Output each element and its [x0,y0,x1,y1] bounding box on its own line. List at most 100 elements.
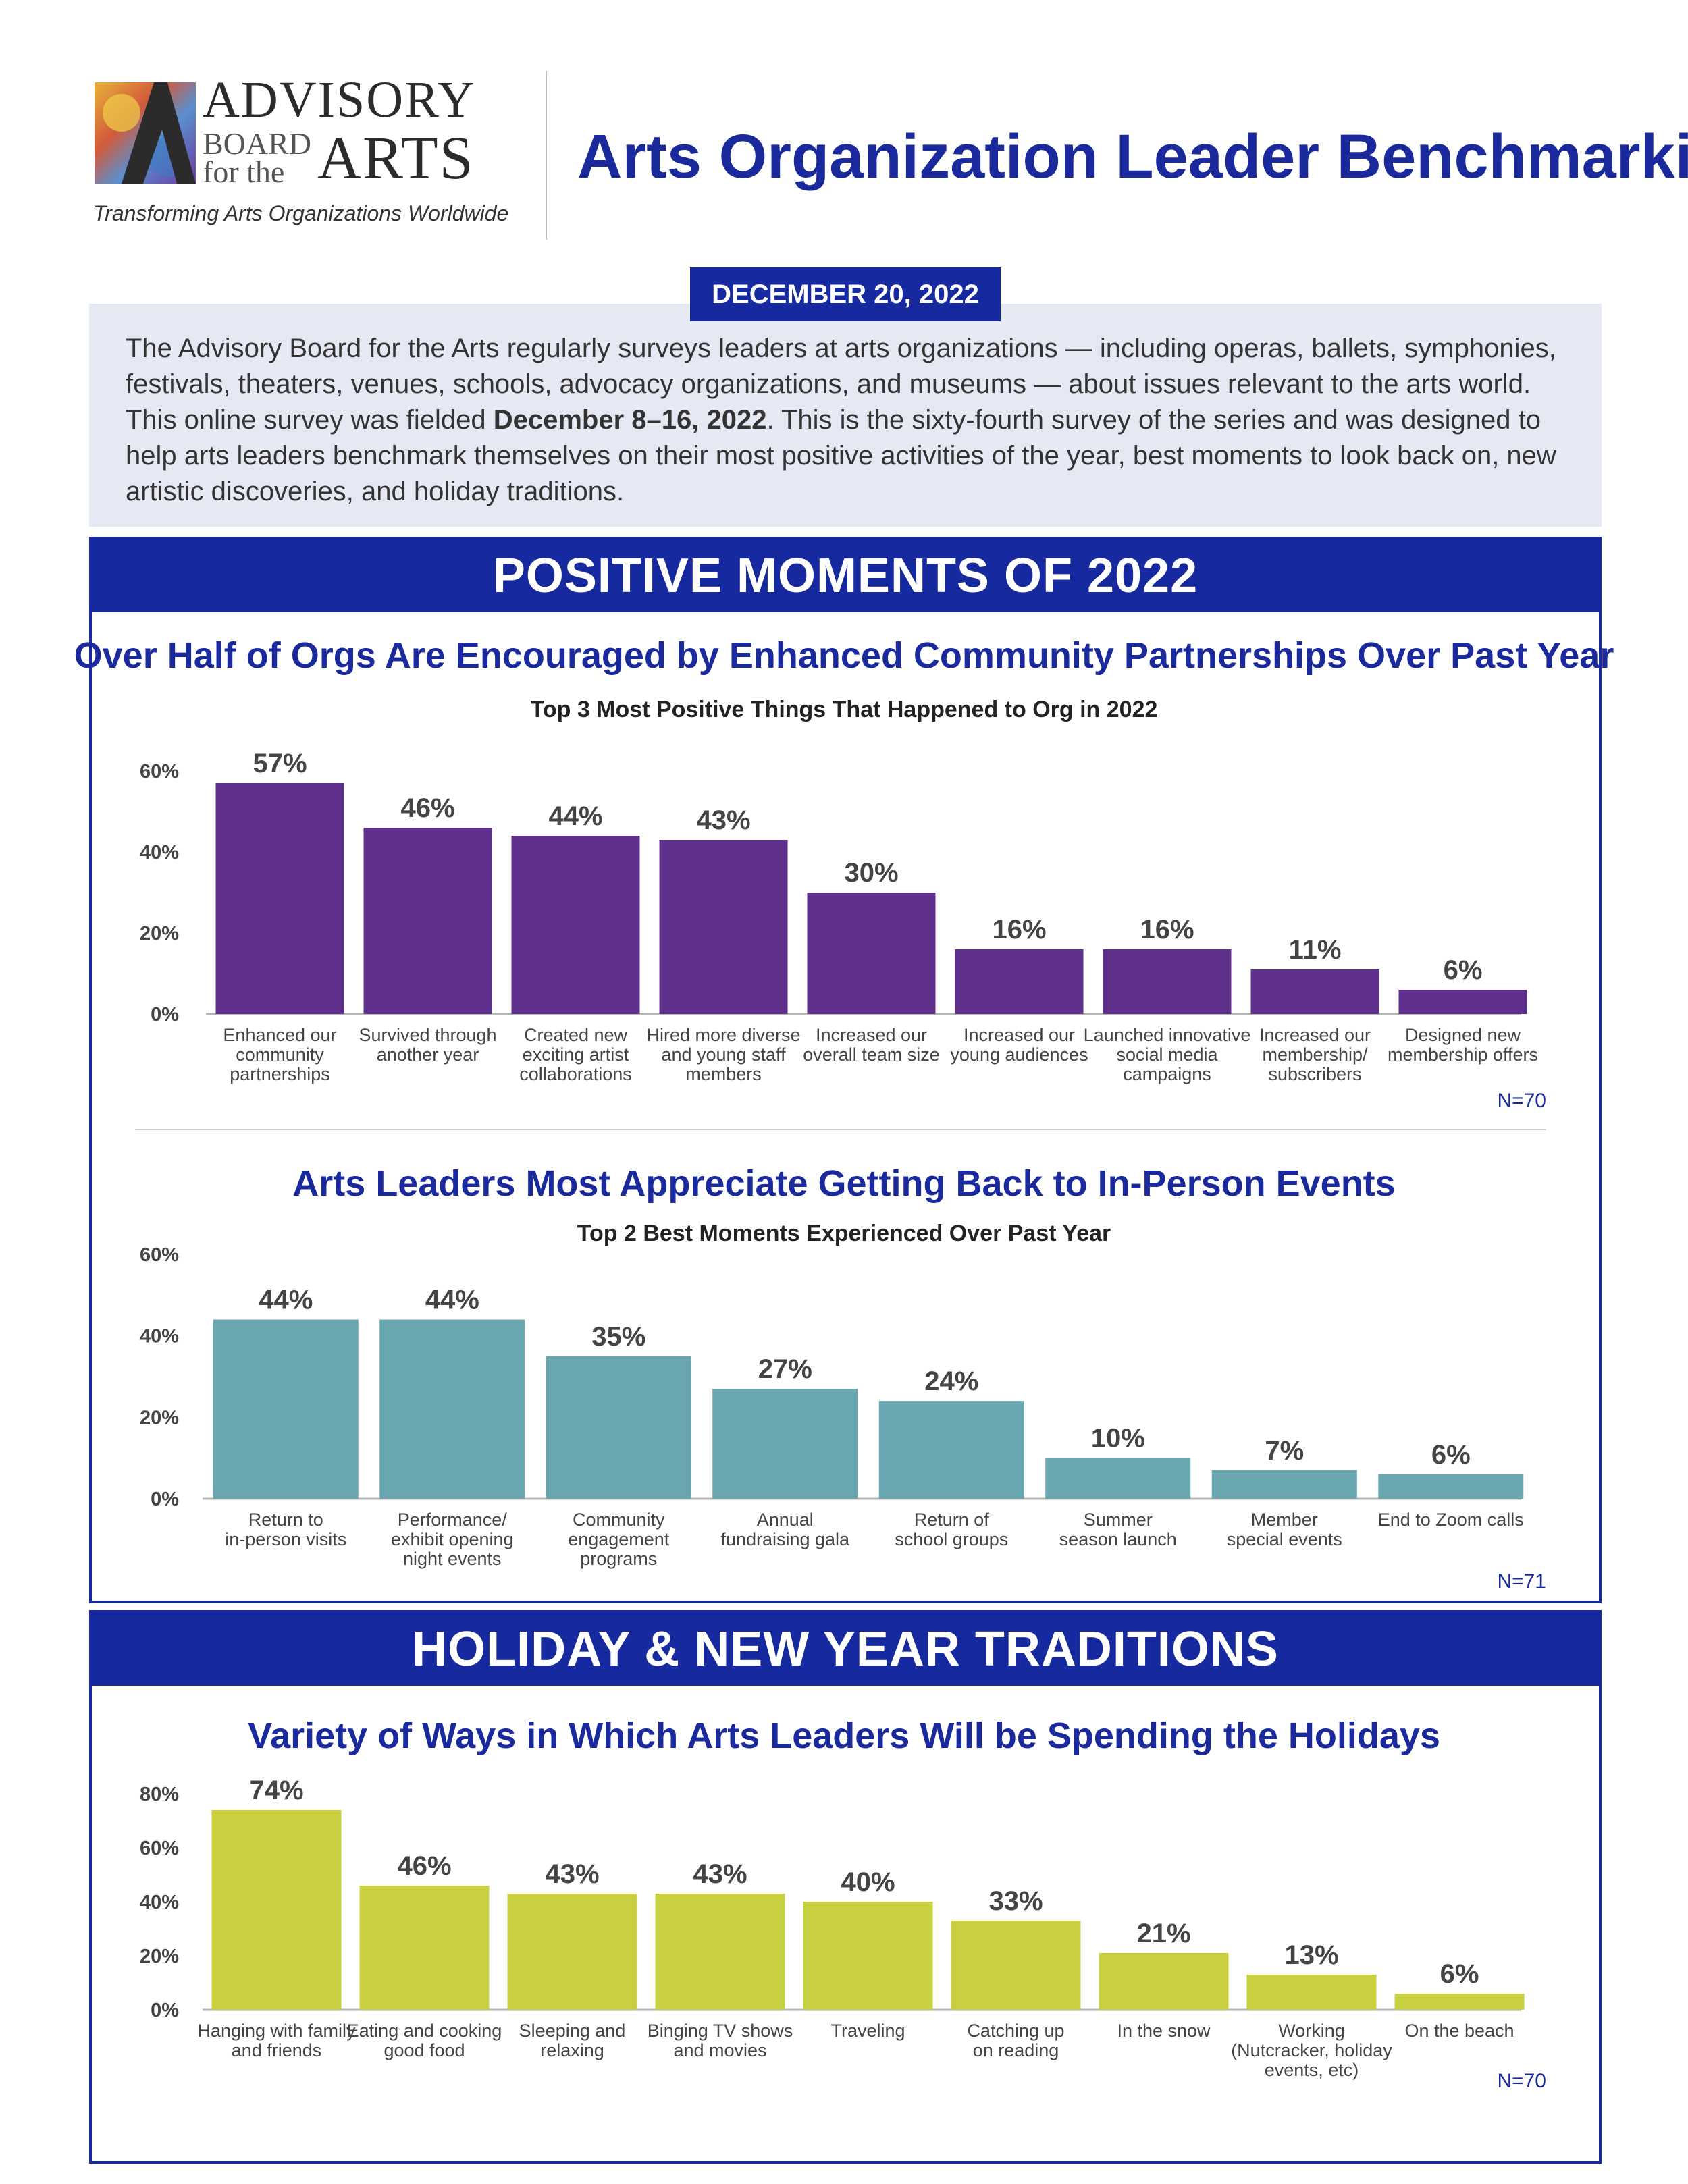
bar-value-label: 6% [1444,955,1483,985]
chart2-subtitle: Top 2 Best Moments Experienced Over Past… [577,1221,1111,1246]
category-label-line: Increased our [816,1025,927,1045]
bar-value-label: 57% [253,749,307,778]
category-label-line: Survived through [359,1025,496,1045]
category-label: Summer season launch [1059,1510,1177,1549]
bar [1398,990,1527,1014]
chart2-title: Arts Leaders Most Appreciate Getting Bac… [292,1163,1396,1204]
bar [655,1894,785,2010]
category-label-line: Launched innovative [1084,1025,1251,1045]
bar-value-label: 44% [548,801,602,831]
bar-value-label: 16% [1140,915,1194,944]
category-label-line: young audiences [950,1044,1088,1065]
category-label: Hired more diverse and young staff members [646,1025,800,1084]
y-tick-label: 60% [140,1838,179,1859]
bar [1394,1994,1525,2010]
y-tick-label: 40% [140,1892,179,1913]
bar [1211,1470,1357,1499]
category-label-line: Member [1251,1510,1318,1530]
bar-value-label: 30% [844,858,898,888]
category-label: Traveling [830,2021,905,2041]
category-label: On the beach [1404,2021,1514,2041]
intro-box [89,304,1602,527]
bar [659,840,788,1014]
category-label: Survived through another year [359,1025,496,1065]
bar [807,893,936,1014]
bar-value-label: 46% [400,793,454,823]
category-label-line: exhibit opening [391,1529,514,1549]
category-label-line: events, etc) [1265,2060,1359,2080]
category-label-line: subscribers [1268,1064,1361,1084]
category-label-line: Increased our [964,1025,1075,1045]
category-label: Working (Nutcracker, holiday events, etc) [1231,2021,1392,2080]
header-divider [546,71,547,240]
bar-value-label: 24% [924,1366,978,1396]
org-name-board: BOARD [203,126,312,161]
category-label: Created new exciting artist collaborations [519,1025,632,1084]
bar [546,1356,691,1499]
category-label: Increased our membership/subscribers [1259,1025,1371,1084]
category-label: Launched innovative social media campaigns [1084,1025,1251,1084]
sample-size-label: N=70 [1497,2070,1546,2092]
org-name-arts: ARTS [317,125,475,192]
bar [511,836,640,1014]
bar [379,1319,525,1499]
intro-paragraph: The Advisory Board for the Arts regularl… [126,331,1577,510]
y-tick-label: 80% [140,1784,179,1805]
category-label: Performance/exhibit opening night events [391,1510,514,1569]
bar [955,949,1084,1014]
category-label-line: school groups [895,1529,1008,1549]
category-label-line: members [685,1064,762,1084]
category-label-line: exciting artist [523,1044,629,1065]
category-label-line: social media [1116,1044,1218,1065]
bar-value-label: 6% [1440,1959,1479,1989]
category-label: Increased our young audiences [950,1025,1088,1065]
intro-text-start: The Advisory Board for the Arts regularl… [126,334,1556,435]
section-header-holiday: HOLIDAY & NEW YEAR TRADITIONS [92,1613,1599,1686]
sample-size-label: N=70 [1497,1090,1546,1112]
bar [1246,1975,1377,2010]
category-label: Enhanced our community partnerships [223,1025,336,1084]
bar [211,1810,342,2010]
bar [1045,1458,1191,1499]
holiday-traditions-panel: HOLIDAY & NEW YEAR TRADITIONS [89,1610,1602,2164]
bar [507,1894,637,2010]
y-tick-label: 60% [140,761,179,782]
category-label-line: Return of [914,1510,990,1530]
category-label: Return of school groups [895,1510,1008,1549]
bar-value-label: 6% [1431,1440,1471,1470]
org-name-advisory: ADVISORY [203,72,476,128]
category-label: Designed new membership offers [1388,1025,1538,1065]
y-tick-label: 20% [140,923,179,944]
category-label-line: Return to [248,1510,323,1530]
category-label-line: membership/ [1262,1044,1368,1065]
category-label-line: Annual [757,1510,814,1530]
bar [878,1401,1024,1499]
category-label: Return to in-person visits [225,1510,346,1549]
category-label-line: good food [384,2040,465,2060]
category-label-line: Traveling [830,2021,905,2041]
bar-value-label: 46% [397,1851,451,1881]
bar [803,1902,933,2010]
bar-value-label: 43% [545,1859,599,1889]
y-tick-label: 40% [140,1326,179,1348]
category-label-line: and friends [232,2040,322,2060]
category-label-line: Catching up [967,2021,1064,2041]
bar [363,828,492,1014]
category-label-line: On the beach [1404,2021,1514,2041]
category-label-line: season launch [1059,1529,1177,1549]
category-label-line: partnerships [230,1064,330,1084]
bar [215,783,344,1014]
bar-value-label: 21% [1136,1919,1190,1948]
bar-value-label: 10% [1091,1424,1145,1454]
bar-value-label: 43% [693,1859,747,1889]
category-label-line: on reading [973,2040,1059,2060]
y-tick-label: 60% [140,1244,179,1266]
category-label: Community engagement programs [568,1510,670,1569]
y-tick-label: 20% [140,1946,179,1967]
bar-value-label: 40% [841,1867,895,1897]
category-label-line: engagement [568,1529,670,1549]
logo-icon [95,82,196,184]
bar [951,1921,1081,2010]
bar-value-label: 13% [1284,1940,1338,1970]
category-label-line: in-person visits [225,1529,346,1549]
